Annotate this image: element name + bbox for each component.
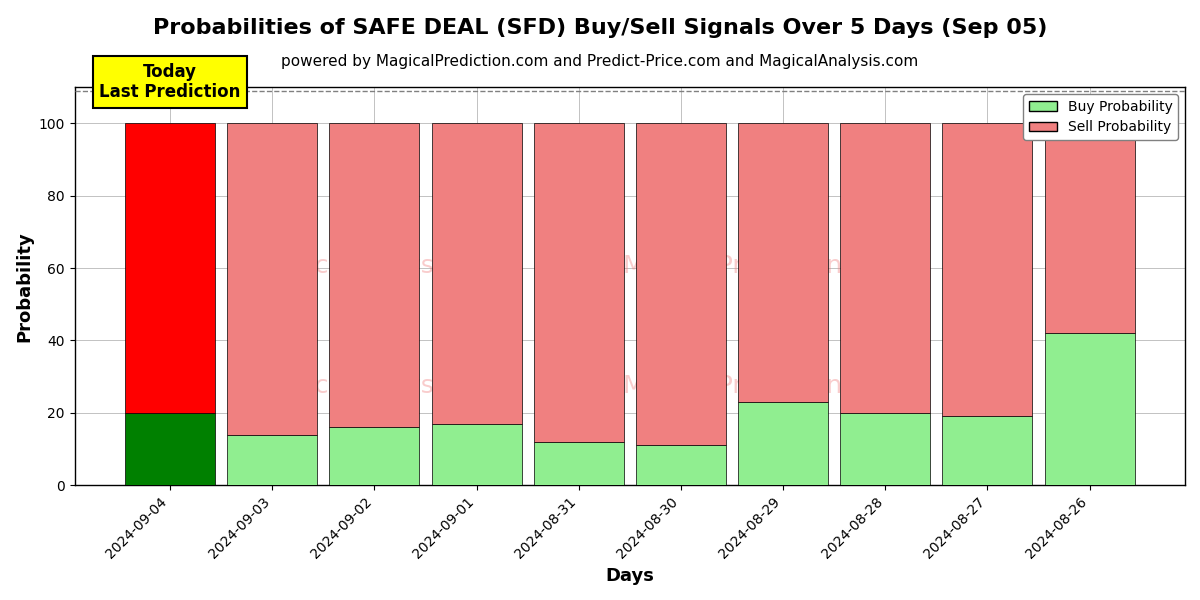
Bar [840,413,930,485]
Text: MagicalPrediction.com: MagicalPrediction.com [623,374,904,398]
Bar [636,445,726,485]
Bar [227,434,317,485]
Bar [432,424,522,485]
Text: Today
Last Prediction: Today Last Prediction [100,62,241,101]
Bar [1045,123,1134,333]
Bar [942,123,1032,416]
Bar [1045,333,1134,485]
Bar [636,123,726,445]
Bar [330,123,419,427]
Text: Probabilities of SAFE DEAL (SFD) Buy/Sell Signals Over 5 Days (Sep 05): Probabilities of SAFE DEAL (SFD) Buy/Sel… [152,18,1048,38]
Legend: Buy Probability, Sell Probability: Buy Probability, Sell Probability [1024,94,1178,140]
Bar [125,413,215,485]
Bar [330,427,419,485]
Bar [738,402,828,485]
Text: MagicalAnalysis.com: MagicalAnalysis.com [256,374,516,398]
Bar [432,123,522,424]
Bar [942,416,1032,485]
Bar [227,123,317,434]
Bar [125,123,215,413]
Bar [534,442,624,485]
Y-axis label: Probability: Probability [16,231,34,341]
Bar [534,123,624,442]
X-axis label: Days: Days [605,567,654,585]
Text: MagicalPrediction.com: MagicalPrediction.com [623,254,904,278]
Text: MagicalAnalysis.com: MagicalAnalysis.com [256,254,516,278]
Bar [738,123,828,402]
Bar [840,123,930,413]
Text: powered by MagicalPrediction.com and Predict-Price.com and MagicalAnalysis.com: powered by MagicalPrediction.com and Pre… [281,54,919,69]
